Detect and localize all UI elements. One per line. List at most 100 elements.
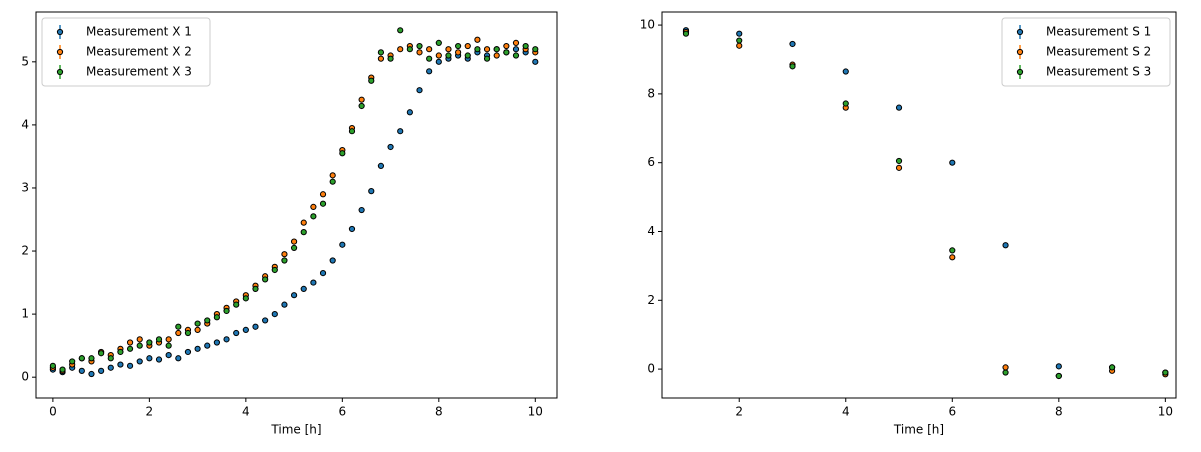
data-point — [262, 276, 269, 283]
y-tick-label: 0 — [21, 370, 29, 384]
data-point — [98, 367, 105, 374]
data-point — [377, 162, 385, 169]
legend-marker — [1016, 68, 1024, 76]
data-point — [175, 329, 182, 337]
data-point — [223, 307, 230, 315]
data-point — [117, 361, 124, 368]
data-point — [358, 102, 365, 110]
legend-label: Measurement X 3 — [86, 65, 192, 79]
data-point — [493, 52, 500, 59]
x-tick-label: 4 — [242, 405, 250, 419]
legend-marker — [1016, 28, 1024, 36]
data-point — [426, 55, 433, 62]
x-tick-label: 6 — [339, 405, 347, 419]
y-tick-label: 10 — [640, 18, 655, 32]
y-tick-label: 2 — [647, 293, 655, 307]
data-point — [949, 247, 956, 254]
data-point — [88, 370, 95, 378]
data-point — [1108, 364, 1116, 371]
data-point — [512, 39, 520, 47]
legend-label: Measurement X 2 — [86, 45, 192, 59]
data-point — [194, 326, 201, 333]
data-point — [136, 336, 143, 343]
data-point — [464, 52, 471, 59]
data-point — [445, 52, 452, 59]
data-point — [165, 352, 172, 359]
legend-box — [1001, 17, 1171, 87]
plot-frame — [35, 11, 558, 399]
data-point — [213, 339, 221, 346]
data-point — [435, 52, 442, 59]
data-point — [736, 30, 743, 37]
legend-marker — [56, 28, 64, 36]
data-point — [416, 49, 423, 56]
data-point — [416, 87, 423, 94]
data-point — [503, 49, 510, 56]
x-axis-label: Time [h] — [270, 423, 321, 437]
data-point — [358, 206, 365, 214]
data-point — [98, 350, 105, 357]
data-point — [368, 188, 375, 195]
data-point — [416, 42, 423, 50]
data-point — [310, 203, 317, 210]
data-point — [223, 336, 230, 343]
data-point — [1002, 242, 1009, 249]
data-point — [895, 104, 903, 111]
data-point — [300, 229, 307, 236]
legend-label: Measurement X 1 — [86, 25, 192, 39]
data-point — [78, 367, 85, 374]
data-point — [455, 49, 462, 56]
x-tick-label: 8 — [1055, 405, 1063, 419]
data-point — [406, 109, 413, 116]
data-point — [483, 55, 491, 62]
data-point — [319, 200, 327, 207]
data-point — [789, 40, 796, 48]
data-point — [233, 329, 240, 337]
data-point — [146, 355, 153, 362]
x-tick-label: 10 — [528, 405, 543, 419]
data-point — [126, 345, 134, 352]
data-point — [136, 358, 143, 365]
data-point — [789, 63, 796, 70]
data-point — [406, 46, 413, 53]
data-point — [175, 323, 182, 330]
x-tick-label: 2 — [735, 405, 743, 419]
data-point — [532, 46, 539, 53]
data-point — [300, 285, 307, 292]
data-point — [435, 39, 442, 47]
y-tick-label: 5 — [21, 54, 29, 68]
data-point — [464, 42, 471, 50]
data-point — [842, 68, 849, 75]
data-point — [387, 143, 394, 151]
data-point — [493, 46, 500, 53]
data-point — [271, 266, 278, 274]
data-point — [503, 42, 510, 50]
data-point — [107, 355, 114, 362]
data-point — [397, 46, 404, 53]
data-point — [290, 244, 298, 251]
data-point — [310, 279, 317, 286]
data-point — [281, 257, 288, 264]
data-point — [49, 362, 56, 369]
data-point — [262, 317, 269, 324]
data-point — [949, 254, 956, 261]
x-axis-label: Time [h] — [893, 423, 944, 437]
data-point — [107, 364, 114, 371]
data-point — [271, 311, 278, 318]
data-point — [736, 37, 743, 44]
y-tick-label: 8 — [647, 86, 655, 100]
data-point — [682, 30, 690, 37]
data-point — [252, 323, 259, 330]
data-point — [522, 42, 529, 50]
data-point — [532, 58, 539, 65]
legend-label: Measurement S 3 — [1046, 65, 1151, 79]
data-point — [387, 55, 394, 62]
data-point — [213, 314, 221, 321]
data-point — [512, 46, 520, 53]
data-point — [1002, 364, 1009, 371]
data-point — [895, 157, 903, 165]
data-point — [736, 42, 743, 49]
data-point — [339, 150, 346, 157]
data-point — [377, 49, 385, 56]
data-point — [339, 241, 346, 248]
